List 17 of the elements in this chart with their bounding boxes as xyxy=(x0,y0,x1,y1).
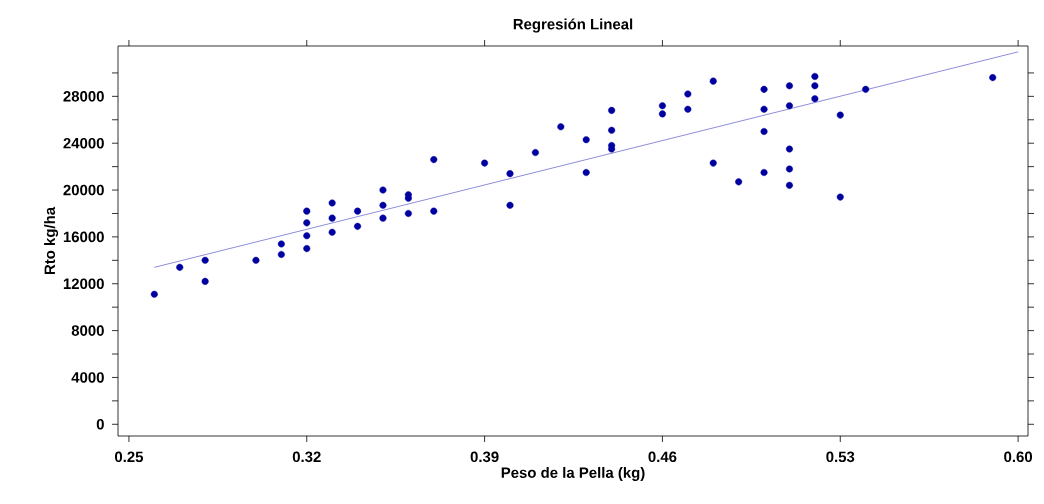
y-tick-label: 20000 xyxy=(63,184,104,196)
y-axis-title: Rto kg/ha xyxy=(44,206,59,275)
y-tick-label: 8000 xyxy=(71,325,104,336)
x-tick-label: 0.53 xyxy=(826,451,855,463)
chart-title: Regresión Lineal xyxy=(513,18,633,33)
x-tick-label: 0.32 xyxy=(292,451,321,463)
y-tick-label: 12000 xyxy=(63,278,104,290)
y-tick-label: 4000 xyxy=(71,372,104,383)
y-tick-label: 16000 xyxy=(63,231,104,243)
y-tick-label: 0 xyxy=(96,418,104,430)
y-tick-label: 24000 xyxy=(63,137,104,149)
x-tick-label: 0.46 xyxy=(648,451,677,463)
x-tick-label: 0.25 xyxy=(114,451,144,463)
y-tick-label: 28000 xyxy=(63,91,104,102)
x-tick-label: 0.39 xyxy=(470,451,499,463)
x-tick-label: 0.60 xyxy=(1004,451,1033,463)
x-axis-title: Peso de la Pella (kg) xyxy=(501,466,645,481)
